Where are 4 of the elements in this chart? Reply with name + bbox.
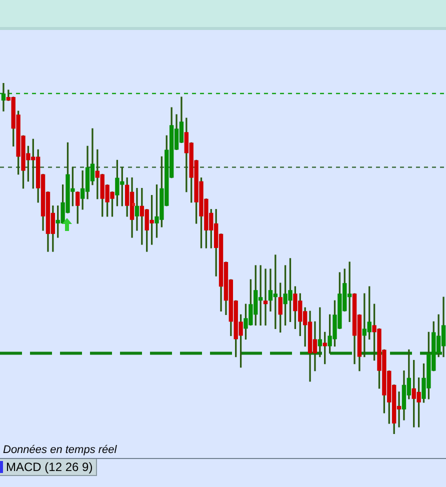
candlestick <box>263 268 268 326</box>
text: Données en temps réel <box>3 444 117 456</box>
candlestick <box>134 188 140 231</box>
candlestick <box>1 83 6 112</box>
